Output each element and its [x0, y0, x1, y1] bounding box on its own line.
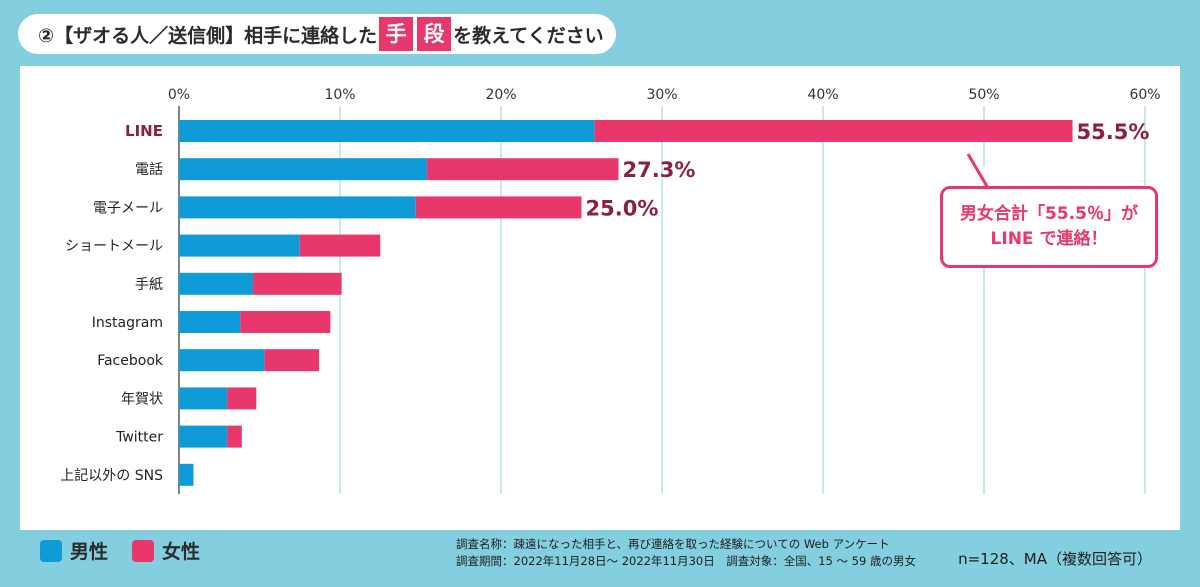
total-value-label: 55.5% — [1077, 120, 1150, 144]
survey-info: 調査名称：疎遠になった相手と、再び連絡を取った経験についての Web アンケート… — [456, 536, 916, 571]
legend-label-female: 女性 — [162, 541, 201, 563]
callout-line-1: 男女合計「55.5％」が — [960, 204, 1138, 225]
category-label: 電話 — [135, 161, 163, 178]
survey-period: 調査期間：2022年11月28日～ 2022年11月30日 調査対象：全国、15… — [456, 554, 916, 569]
bar-male — [179, 425, 228, 448]
category-label: 手紙 — [135, 277, 163, 293]
bar-male — [179, 349, 265, 372]
x-tick-label: 40% — [807, 87, 838, 103]
category-label: 電子メール — [93, 200, 163, 216]
callout-box: 男女合計「55.5％」が LINE で連絡！ — [940, 186, 1158, 268]
callout-pointer — [966, 153, 1012, 190]
category-label: LINE — [125, 122, 163, 140]
bar-female — [594, 120, 1073, 142]
title-highlight-1: 手 — [379, 17, 414, 51]
chart-panel: 0% 10% 20% 30% 40% 50% 60% LINE 55.5% 電話 27.3% 電子メー… — [20, 66, 1180, 530]
x-tick-label: 10% — [324, 87, 355, 103]
bar-female — [253, 272, 342, 295]
bar-male — [179, 158, 427, 181]
bar-male — [179, 463, 194, 486]
x-tick-label: 0% — [168, 87, 190, 103]
legend-swatch-male — [40, 539, 62, 562]
chart-title: ②【ザオる人／送信側】相手に連絡した 手 段 を教えてください — [18, 14, 616, 54]
x-tick-label: 30% — [646, 87, 677, 103]
callout-line-2: LINE で連絡！ — [990, 229, 1108, 249]
total-value-label: 25.0% — [586, 196, 659, 220]
category-label: 上記以外の SNS — [60, 467, 163, 484]
bar-male — [179, 272, 254, 295]
x-tick-label: 20% — [485, 87, 516, 103]
legend: 男性 女性 — [40, 537, 224, 564]
bar-female — [299, 234, 381, 257]
bar-chart: 0% 10% 20% 30% 40% 50% 60% LINE 55.5% 電話 27.3% 電子メー… — [60, 87, 1161, 494]
title-highlight-2: 段 — [417, 17, 452, 51]
legend-label-male: 男性 — [70, 541, 109, 563]
bar-female — [227, 387, 257, 410]
total-value-label: 27.3% — [623, 158, 696, 182]
x-tick-label: 50% — [968, 87, 999, 103]
survey-name: 調査名称：疎遠になった相手と、再び連絡を取った経験についての Web アンケート — [456, 537, 890, 551]
bar-male — [179, 234, 300, 257]
bar-male — [179, 387, 228, 410]
bar-female — [264, 349, 320, 372]
bar-female — [426, 158, 619, 181]
bar-female — [227, 425, 242, 448]
category-label: ショートメール — [65, 239, 163, 255]
legend-swatch-female — [132, 539, 155, 562]
category-label: Twitter — [115, 430, 163, 446]
title-suffix: を教えてください — [453, 24, 604, 47]
bar-male — [179, 120, 595, 142]
sample-note: n=128、MA（複数回答可） — [958, 550, 1152, 568]
bar-female — [415, 196, 582, 219]
category-label: Facebook — [97, 353, 164, 369]
bar-male — [179, 196, 416, 219]
x-tick-label: 60% — [1129, 87, 1160, 103]
bar-male — [179, 311, 241, 333]
title-prefix: ②【ザオる人／送信側】相手に連絡した — [38, 24, 378, 47]
legend-item-female: 女性 — [132, 537, 200, 564]
bar-female — [240, 311, 331, 333]
category-label: Instagram — [92, 315, 163, 331]
legend-item-male: 男性 — [40, 537, 108, 564]
category-label: 年賀状 — [121, 391, 163, 407]
